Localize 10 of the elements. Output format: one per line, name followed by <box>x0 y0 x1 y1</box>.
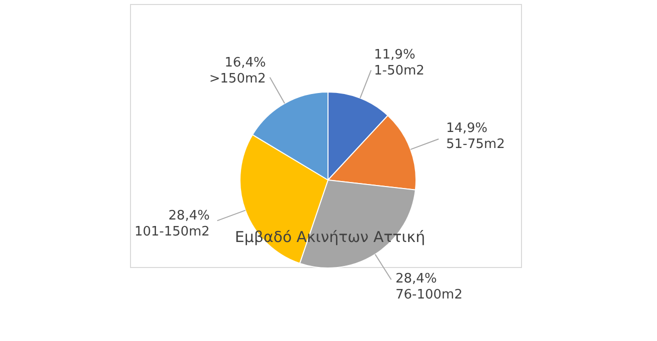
slice-label: 1-50m2 <box>374 64 424 79</box>
data-label: 28,4% <box>396 271 437 286</box>
slice-label: 76-100m2 <box>396 287 462 302</box>
slice-label: 51-75m2 <box>446 137 505 152</box>
data-label: 14,9% <box>446 121 488 136</box>
data-label: 28,4% <box>168 208 210 224</box>
data-label: 16,4% <box>224 55 266 70</box>
slice-label: 101-150m2 <box>134 224 210 240</box>
slice-label: >150m2 <box>209 71 266 86</box>
data-label: 11,9% <box>374 48 416 63</box>
